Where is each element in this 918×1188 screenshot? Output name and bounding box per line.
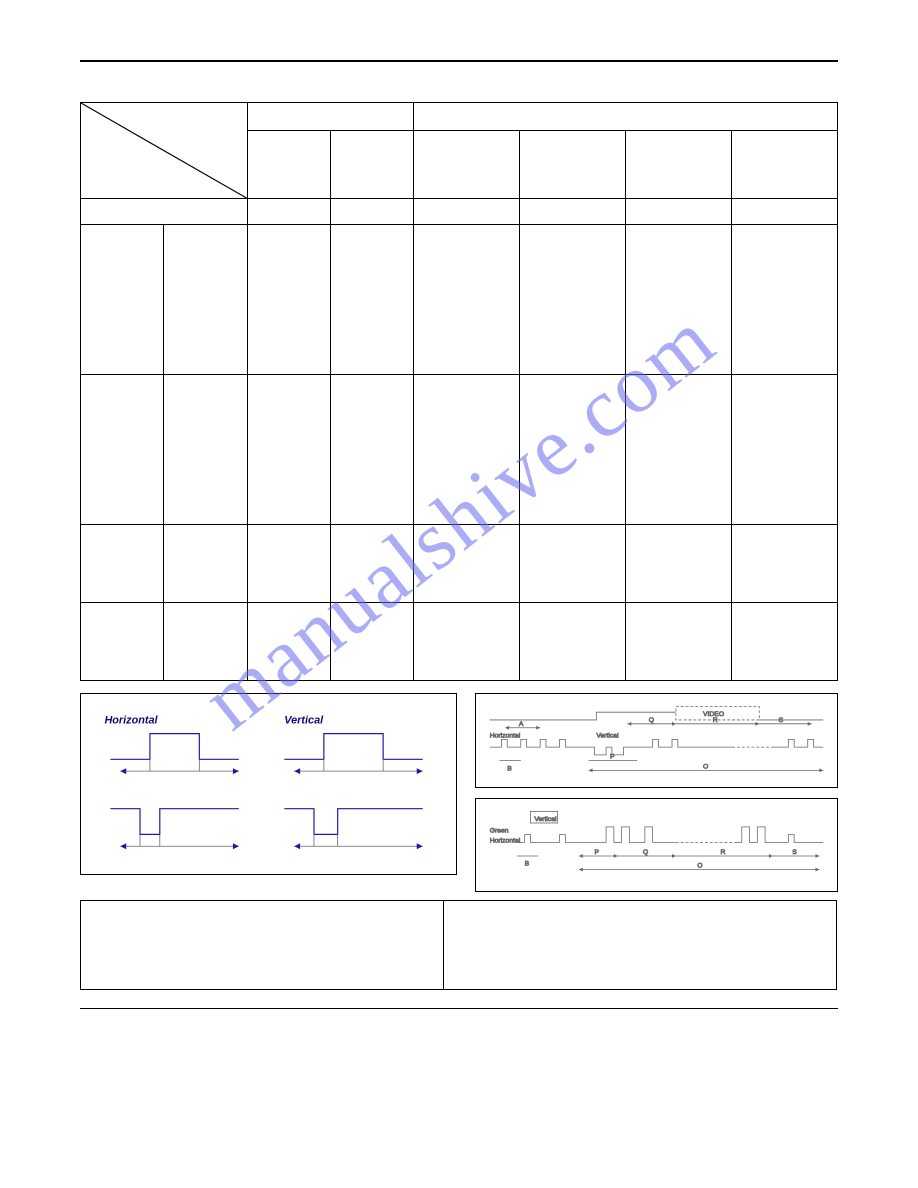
svg-text:B: B (507, 765, 512, 772)
svg-text:P: P (594, 849, 599, 856)
label-horizontal-small: Horizontal (490, 732, 521, 739)
table-header-group-a (247, 103, 414, 131)
table-row (81, 603, 838, 681)
table-row (81, 199, 838, 225)
bottom-box-right (443, 900, 837, 990)
svg-text:R: R (720, 849, 725, 856)
svg-text:Q: Q (643, 849, 648, 856)
label-horizontal: Horizontal (104, 715, 158, 727)
bottom-box-row (80, 900, 838, 990)
svg-text:O: O (697, 862, 702, 869)
svg-text:R: R (713, 717, 718, 724)
svg-text:Q: Q (649, 717, 654, 724)
table-header-group-b (414, 103, 838, 131)
table-subheader-4 (520, 131, 626, 199)
label-vertical-small: Vertical (596, 732, 619, 739)
svg-text:P: P (610, 754, 615, 761)
timing-diagrams-row: Horizontal Vertical (80, 693, 838, 892)
table-subheader-3 (414, 131, 520, 199)
table-subheader-6 (731, 131, 837, 199)
label-green: Green (490, 827, 509, 834)
svg-text:B: B (525, 860, 530, 867)
diagram-sync-on-green: Green Horizontal Vertical B P Q R (475, 798, 838, 893)
spec-table (80, 102, 838, 681)
top-rule (80, 60, 838, 62)
label-vertical-small-2: Vertical (534, 816, 557, 823)
label-horizontal-small-2: Horizontal (490, 837, 521, 844)
svg-text:A: A (519, 721, 524, 728)
svg-text:O: O (703, 763, 708, 770)
label-vertical: Vertical (284, 715, 324, 727)
table-corner-diagonal (81, 103, 248, 199)
table-row (81, 375, 838, 525)
table-row (81, 225, 838, 375)
diagram-composite-sync: VIDEO A Q R S Horizontal (475, 693, 838, 788)
bottom-box-left (80, 900, 444, 990)
table-subheader-1 (247, 131, 330, 199)
diagram-sync-separate: Horizontal Vertical (80, 693, 457, 875)
foot-rule (80, 1008, 838, 1009)
svg-text:S: S (779, 717, 784, 724)
svg-text:S: S (792, 849, 797, 856)
table-subheader-2 (330, 131, 413, 199)
table-row (81, 525, 838, 603)
table-subheader-5 (626, 131, 732, 199)
